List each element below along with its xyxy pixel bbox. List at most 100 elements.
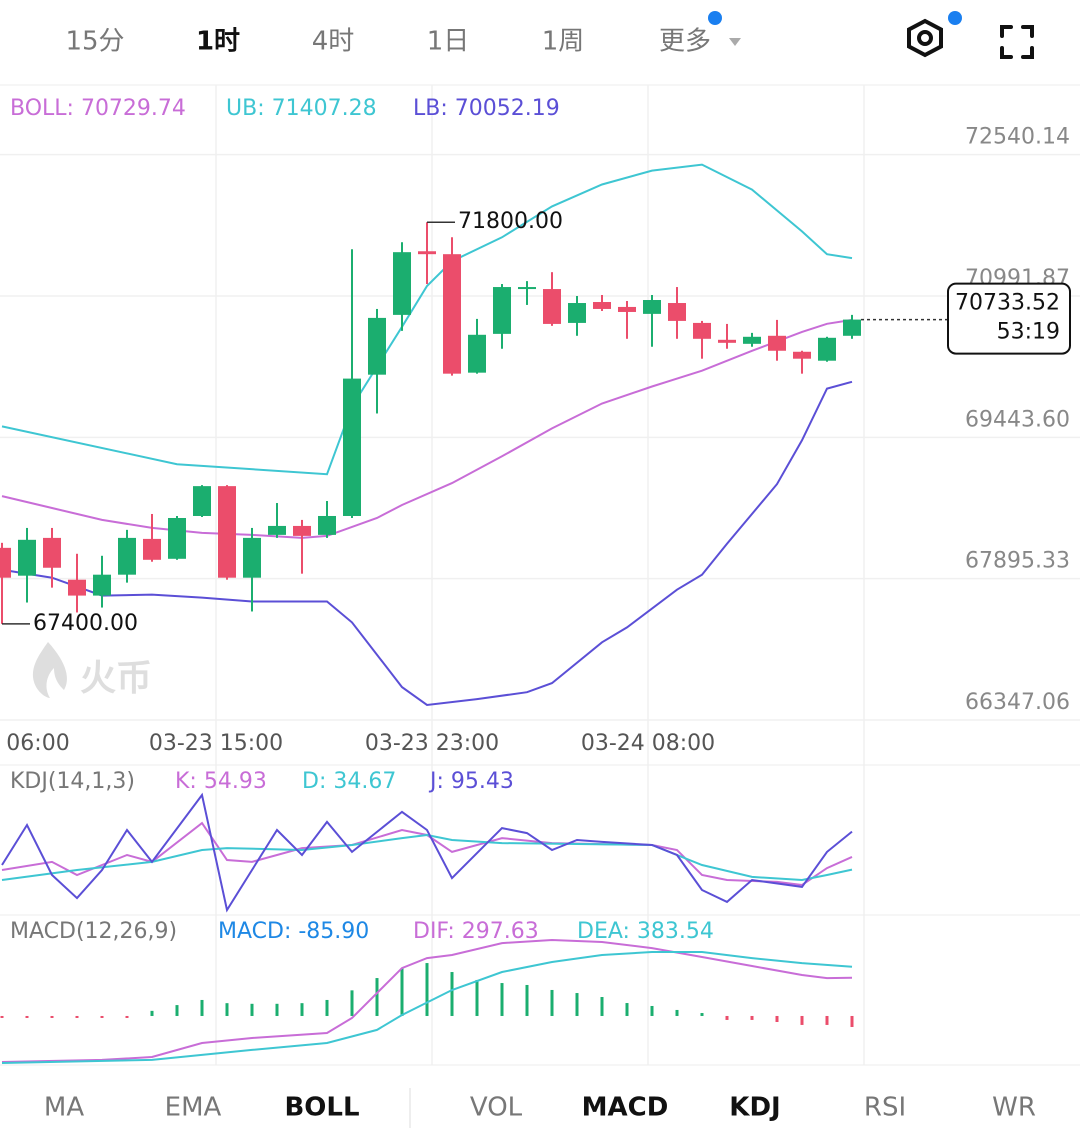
macd-bar: [400, 968, 404, 1016]
tab[interactable]: 1日: [427, 27, 470, 57]
kdj-k: K: 54.93: [175, 769, 267, 794]
time-label: 03-23 23:00: [365, 731, 499, 756]
macd-title: MACD(12,26,9): [10, 919, 177, 944]
tab-active[interactable]: 1时: [196, 27, 240, 57]
candle-body: [518, 287, 536, 290]
indicator-tab-active[interactable]: MACD: [582, 1093, 669, 1123]
macd-bar: [825, 1015, 829, 1025]
countdown-label: 53:19: [997, 320, 1060, 345]
candle-body: [643, 300, 661, 314]
badge-dot: [948, 11, 962, 25]
candle-body: [443, 254, 461, 374]
candle-body: [18, 539, 36, 576]
indicator-line: [1, 833, 853, 882]
badge-dot: [708, 11, 722, 25]
macd-bar: [450, 972, 454, 1016]
macd-bar: [675, 1009, 679, 1016]
indicator-tab-active[interactable]: KDJ: [729, 1093, 780, 1123]
kdj-title: KDJ(14,1,3): [10, 769, 135, 794]
lb-label: LB: 70052.19: [413, 96, 560, 121]
candle-body: [93, 574, 111, 596]
macd-bar: [625, 1003, 629, 1016]
price-grid: [0, 153, 1080, 721]
macd-value: MACD: -85.90: [218, 919, 369, 944]
macd-bar: [850, 1015, 854, 1027]
indicator-tab-active[interactable]: BOLL: [284, 1093, 359, 1123]
candle-body: [293, 525, 311, 536]
candle-body: [693, 322, 711, 339]
candle-body: [618, 306, 636, 312]
macd-bar: [700, 1013, 704, 1016]
indicator-tab[interactable]: WR: [992, 1093, 1036, 1123]
macd-bar: [425, 963, 429, 1016]
macd-bar: [775, 1015, 779, 1022]
candle-body: [218, 486, 236, 578]
macd-bar: [650, 1005, 654, 1016]
macd-bar: [50, 1015, 54, 1018]
macd-bar: [25, 1015, 29, 1018]
kdj-d: D: 34.67: [302, 769, 396, 794]
indicator-tab[interactable]: RSI: [864, 1093, 906, 1123]
macd-bar: [550, 989, 554, 1016]
dropdown-caret: [729, 38, 741, 46]
macd-bar: [350, 990, 354, 1016]
indicator-line: [1, 318, 853, 539]
last-price-label: 70733.52: [955, 291, 1060, 316]
candle-body: [168, 517, 186, 559]
candle-body: [593, 302, 611, 309]
macd-bar: [575, 993, 579, 1016]
macd-bar: [0, 1015, 4, 1018]
y-tick-label: 67895.33: [965, 549, 1070, 574]
indicator-line: [1, 380, 853, 707]
fullscreen-icon[interactable]: [1000, 25, 1034, 59]
candle-body: [368, 317, 386, 375]
y-tick-label: 72540.14: [965, 125, 1070, 150]
boll-label: BOLL: 70729.74: [10, 96, 186, 121]
macd-bar: [250, 1003, 254, 1016]
macd-bar: [325, 999, 329, 1016]
candle-body: [793, 351, 811, 359]
watermark: 火币: [32, 642, 152, 699]
candle-body: [268, 525, 286, 535]
macd-bar: [475, 979, 479, 1016]
y-tick-label: 66347.06: [965, 690, 1070, 715]
tab[interactable]: 15分: [65, 27, 124, 57]
candle-body: [0, 547, 11, 578]
indicator-tab[interactable]: VOL: [470, 1093, 523, 1123]
candle-body: [393, 252, 411, 315]
time-label: 06:00: [6, 731, 69, 756]
tab[interactable]: 1周: [542, 27, 585, 57]
macd-bar: [600, 997, 604, 1016]
ub-label: UB: 71407.28: [226, 96, 377, 121]
candle-body: [43, 537, 61, 568]
v-grid: [215, 85, 865, 1065]
candle-body: [543, 289, 561, 324]
indicator-line: [1, 951, 853, 1064]
candle-body: [318, 515, 336, 535]
indicator-line: [1, 163, 853, 476]
macd-dif: DIF: 297.63: [413, 919, 539, 944]
tab[interactable]: 4时: [312, 27, 355, 57]
time-label: 03-23 15:00: [149, 731, 283, 756]
candle-body: [668, 303, 686, 321]
candle-body: [468, 334, 486, 373]
indicator-tab[interactable]: MA: [44, 1093, 84, 1123]
macd-bar: [225, 1003, 229, 1016]
macd-bar: [525, 984, 529, 1016]
macd-bar: [275, 1003, 279, 1016]
svg-text:火币: 火币: [80, 658, 152, 699]
macd-bar: [75, 1015, 79, 1018]
macd-bar: [375, 978, 379, 1016]
indicator-tab[interactable]: EMA: [165, 1093, 222, 1123]
candle-body: [568, 303, 586, 323]
macd-bar: [100, 1015, 104, 1018]
macd-bar: [200, 999, 204, 1016]
candle-body: [718, 339, 736, 343]
macd-bar: [725, 1015, 729, 1020]
annotation-label: 67400.00: [33, 611, 138, 636]
tab-more[interactable]: 更多: [659, 27, 711, 57]
macd-bar: [175, 1005, 179, 1016]
indicator-line: [1, 938, 853, 1063]
settings-icon[interactable]: [907, 18, 943, 58]
